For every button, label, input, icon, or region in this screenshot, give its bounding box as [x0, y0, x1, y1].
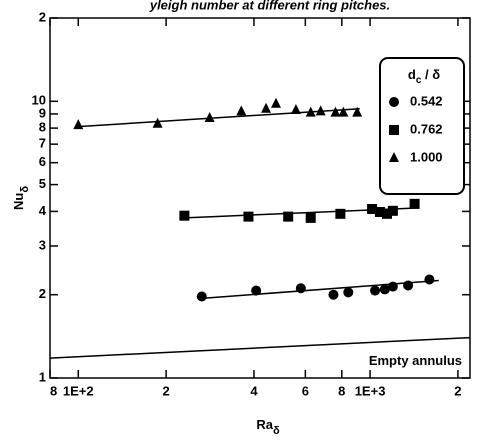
- marker-circle: [379, 284, 390, 295]
- plot-frame: [49, 17, 471, 379]
- marker-square: [243, 211, 254, 222]
- marker-square: [409, 198, 420, 209]
- marker-square: [305, 212, 316, 223]
- legend-label: 0.762: [410, 121, 443, 136]
- y-tick-label: 9: [39, 105, 46, 120]
- annotation-label: Empty annulus: [369, 353, 462, 368]
- x-tick-label: 2: [163, 383, 170, 398]
- marker-square: [283, 211, 294, 222]
- x-axis-label: Raδ: [256, 417, 280, 436]
- x-tick-label: 1E+2: [63, 383, 94, 398]
- legend-label: 0.542: [410, 93, 443, 108]
- legend-title: dc / δ: [408, 67, 440, 85]
- y-axis-label: Nuδ: [11, 186, 30, 210]
- x-axis-label-main: Ra: [256, 417, 273, 432]
- marker-circle: [328, 289, 339, 300]
- marker-square: [374, 207, 385, 218]
- y-axis-label-sub: δ: [19, 186, 31, 193]
- x-tick-label: 1E+3: [355, 383, 386, 398]
- marker-circle: [424, 274, 435, 285]
- x-tick-label: 2: [454, 383, 461, 398]
- marker-circle: [389, 97, 399, 107]
- y-tick-label: 1: [39, 369, 46, 384]
- x-tick-label: 4: [250, 383, 258, 398]
- marker-triangle: [271, 97, 282, 108]
- legend-title-main: d: [408, 67, 416, 82]
- marker-triangle: [236, 105, 247, 116]
- marker-triangle: [389, 152, 399, 162]
- y-tick-label: 10: [32, 93, 46, 108]
- marker-square: [179, 210, 190, 221]
- marker-square: [389, 125, 399, 135]
- marker-circle: [295, 283, 306, 294]
- annotation-line: [49, 336, 471, 359]
- y-tick-label: 2: [39, 9, 46, 24]
- marker-triangle: [330, 106, 341, 117]
- y-tick-label: 8: [39, 120, 46, 135]
- marker-circle: [343, 287, 354, 298]
- chart-title: yleigh number at different ring pitches.: [149, 0, 390, 12]
- y-tick-label: 2: [39, 286, 46, 301]
- y-tick-label: 4: [39, 203, 47, 218]
- marker-circle: [196, 291, 207, 302]
- marker-triangle: [261, 102, 272, 113]
- marker-triangle: [338, 106, 349, 117]
- marker-triangle: [315, 105, 326, 116]
- marker-triangle: [204, 112, 215, 123]
- legend-title-sub: c: [416, 75, 422, 86]
- marker-circle: [387, 281, 398, 292]
- fit-line: [78, 107, 360, 128]
- legend-box: [379, 57, 465, 195]
- y-tick-label: 5: [39, 176, 46, 191]
- legend-label: 1.000: [410, 149, 443, 164]
- y-axis-label-main: Nu: [11, 193, 26, 210]
- x-tick-label: 8: [338, 383, 345, 398]
- marker-square: [367, 204, 378, 215]
- legend-title-rest: / δ: [421, 67, 440, 82]
- x-tick-label: 8: [50, 383, 57, 398]
- x-axis-label-sub: δ: [273, 425, 280, 437]
- marker-circle: [370, 285, 381, 296]
- marker-triangle: [290, 104, 301, 115]
- y-tick-label: 3: [39, 237, 46, 252]
- marker-square: [387, 205, 398, 216]
- marker-circle: [403, 280, 414, 291]
- marker-triangle: [352, 106, 363, 117]
- fit-line: [201, 279, 439, 300]
- marker-circle: [251, 285, 262, 296]
- marker-triangle: [73, 119, 84, 130]
- y-tick-label: 6: [39, 154, 46, 169]
- marker-square: [382, 208, 393, 219]
- x-tick-label: 6: [302, 383, 309, 398]
- marker-triangle: [305, 106, 316, 117]
- marker-triangle: [152, 117, 163, 128]
- marker-square: [335, 208, 346, 219]
- y-tick-label: 7: [39, 136, 46, 151]
